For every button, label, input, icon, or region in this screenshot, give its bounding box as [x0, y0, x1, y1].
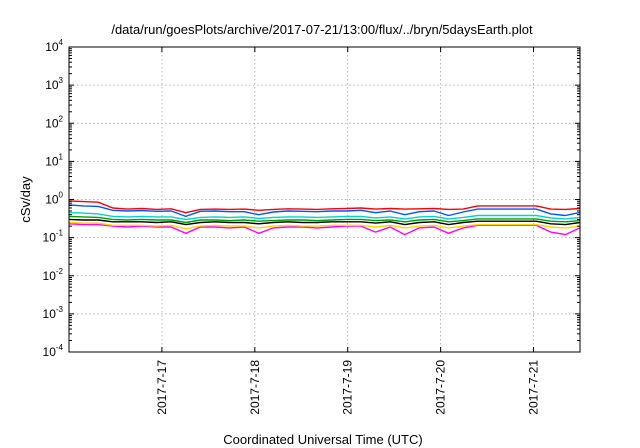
y-tick-label: 10-4	[43, 343, 64, 359]
series-layer	[68, 200, 581, 236]
series-line-6	[68, 221, 581, 230]
x-axis-label: Coordinated Universal Time (UTC)	[223, 432, 422, 447]
series-line-3	[68, 215, 581, 224]
y-tick-label: 10-3	[43, 305, 64, 321]
series-line-1	[68, 204, 581, 218]
series-line-0	[68, 200, 581, 214]
y-axis: 10-4 10-3 10-2 10-1 100 101 102 103 104	[43, 38, 580, 359]
y-tick-label: 103	[45, 76, 63, 92]
grid	[69, 47, 580, 352]
y-tick-label: 100	[45, 191, 63, 207]
y-axis-label: cSv/day	[18, 176, 33, 223]
y-tick-label: 104	[45, 38, 63, 54]
chart-title: /data/run/goesPlots/archive/2017-07-21/1…	[111, 22, 533, 37]
y-tick-label: 101	[45, 152, 63, 168]
x-axis: 2017-7-17 2017-7-18 2017-7-19 2017-7-20 2017…	[155, 47, 541, 415]
x-tick-label: 2017-7-20	[434, 360, 448, 415]
x-tick-label: 2017-7-21	[527, 360, 541, 415]
x-tick-label: 2017-7-18	[248, 360, 262, 415]
x-tick-label: 2017-7-19	[341, 360, 355, 415]
series-line-4	[68, 218, 581, 226]
y-tick-label: 102	[45, 114, 63, 130]
y-tick-label: 10-1	[43, 229, 64, 245]
y-tick-label: 10-2	[43, 267, 64, 283]
x-tick-label: 2017-7-17	[155, 360, 169, 415]
series-line-2	[68, 212, 581, 221]
